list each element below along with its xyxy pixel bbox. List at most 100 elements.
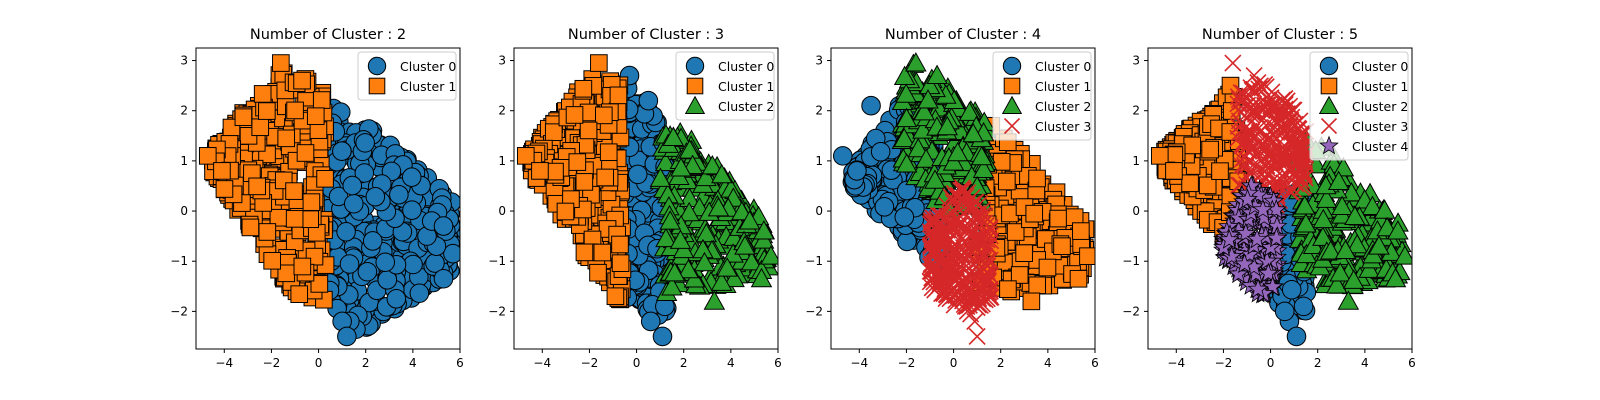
data-point — [1183, 136, 1202, 155]
x-tick-label: −4 — [533, 356, 551, 370]
data-point — [285, 182, 303, 200]
data-point — [575, 243, 594, 262]
data-point — [1028, 169, 1046, 188]
data-point — [1257, 262, 1279, 283]
legend-label: Cluster 1 — [1352, 79, 1408, 94]
data-point — [1329, 262, 1351, 282]
y-tick-label: −1 — [805, 254, 823, 268]
data-point — [301, 210, 320, 229]
y-tick-label: 1 — [815, 154, 823, 168]
data-point — [967, 193, 985, 211]
data-point — [355, 133, 375, 153]
data-point — [1228, 263, 1249, 284]
legend-label: Cluster 2 — [718, 99, 774, 114]
data-point — [1256, 250, 1278, 271]
data-point — [1270, 141, 1289, 159]
chart-title: Number of Cluster : 5 — [1202, 27, 1358, 43]
data-point — [1049, 209, 1068, 228]
data-point — [936, 115, 959, 136]
data-point — [293, 257, 312, 276]
subplot-2: −4 −2 0 2 4 6 −2 −1 0 1 2 3 Number of Cluster : 3 Clu… — [488, 27, 782, 370]
legend-marker — [685, 56, 705, 76]
data-point — [955, 244, 973, 262]
y-tick-label: 3 — [1132, 54, 1140, 68]
data-point — [926, 244, 944, 262]
data-point — [354, 163, 375, 183]
data-point — [649, 167, 672, 187]
data-point — [1361, 195, 1384, 216]
data-point — [1218, 228, 1240, 249]
data-point — [1258, 165, 1277, 183]
data-point — [695, 166, 717, 187]
data-point — [915, 148, 937, 168]
data-point — [594, 106, 613, 125]
y-tick-label: 2 — [180, 104, 188, 118]
data-point — [1368, 235, 1390, 255]
y-tick-label: −2 — [805, 304, 823, 318]
data-point — [640, 311, 661, 332]
data-point — [896, 180, 917, 201]
data-point — [1252, 198, 1274, 219]
data-point — [1232, 83, 1250, 102]
data-point — [922, 213, 941, 231]
data-point — [870, 141, 891, 162]
data-point — [1242, 106, 1260, 124]
data-point — [937, 285, 955, 304]
y-tick-label: −1 — [488, 254, 506, 268]
data-point — [943, 190, 962, 208]
data-point — [403, 254, 423, 275]
data-point — [589, 263, 607, 282]
data-point — [703, 290, 726, 310]
data-point — [1344, 205, 1366, 226]
data-point — [740, 250, 763, 271]
x-tick-label: 0 — [633, 356, 641, 370]
data-point — [659, 210, 681, 230]
data-point — [310, 275, 329, 293]
data-point — [753, 220, 775, 240]
data-point — [1022, 292, 1041, 311]
data-point — [999, 280, 1017, 298]
data-point — [1240, 123, 1258, 141]
data-point — [695, 222, 718, 243]
x-tick-label: 0 — [950, 356, 958, 370]
data-point — [1053, 237, 1071, 255]
x-tick-label: 4 — [727, 356, 735, 370]
legend-marker — [684, 95, 706, 114]
legend: Cluster 0 Cluster 1 Cluster 2 — [675, 51, 775, 121]
y-tick-label: 0 — [815, 204, 823, 218]
data-point — [707, 197, 730, 217]
data-point — [681, 154, 704, 174]
data-point — [1198, 176, 1217, 195]
data-point — [1293, 195, 1316, 215]
data-point — [556, 202, 575, 221]
subplot-1: −4 −2 0 2 4 6 −2 −1 0 1 2 3 Number of Cluster : 2 Clu… — [170, 27, 464, 370]
data-point — [1150, 147, 1169, 165]
y-tick-label: 3 — [180, 54, 188, 68]
x-tick-label: 2 — [680, 356, 688, 370]
data-point — [723, 267, 745, 288]
legend-label: Cluster 3 — [1035, 119, 1091, 134]
data-point — [258, 223, 277, 241]
data-point — [946, 264, 964, 283]
data-point — [1181, 174, 1199, 193]
data-point — [433, 268, 454, 289]
series-cluster-3 — [1224, 54, 1315, 215]
data-point — [654, 151, 677, 172]
data-point — [362, 231, 383, 251]
data-point — [652, 326, 673, 347]
data-point — [342, 175, 363, 196]
data-point — [306, 107, 325, 126]
data-point — [258, 102, 276, 120]
data-point — [981, 251, 999, 269]
data-point — [932, 218, 950, 236]
data-point — [1331, 195, 1353, 216]
data-point — [1224, 54, 1242, 72]
data-point — [661, 276, 683, 296]
legend-label: Cluster 0 — [718, 59, 774, 74]
data-point — [1293, 125, 1311, 143]
data-point — [389, 184, 409, 205]
data-point — [895, 83, 917, 103]
data-point — [1265, 227, 1287, 248]
data-point — [1272, 117, 1290, 136]
